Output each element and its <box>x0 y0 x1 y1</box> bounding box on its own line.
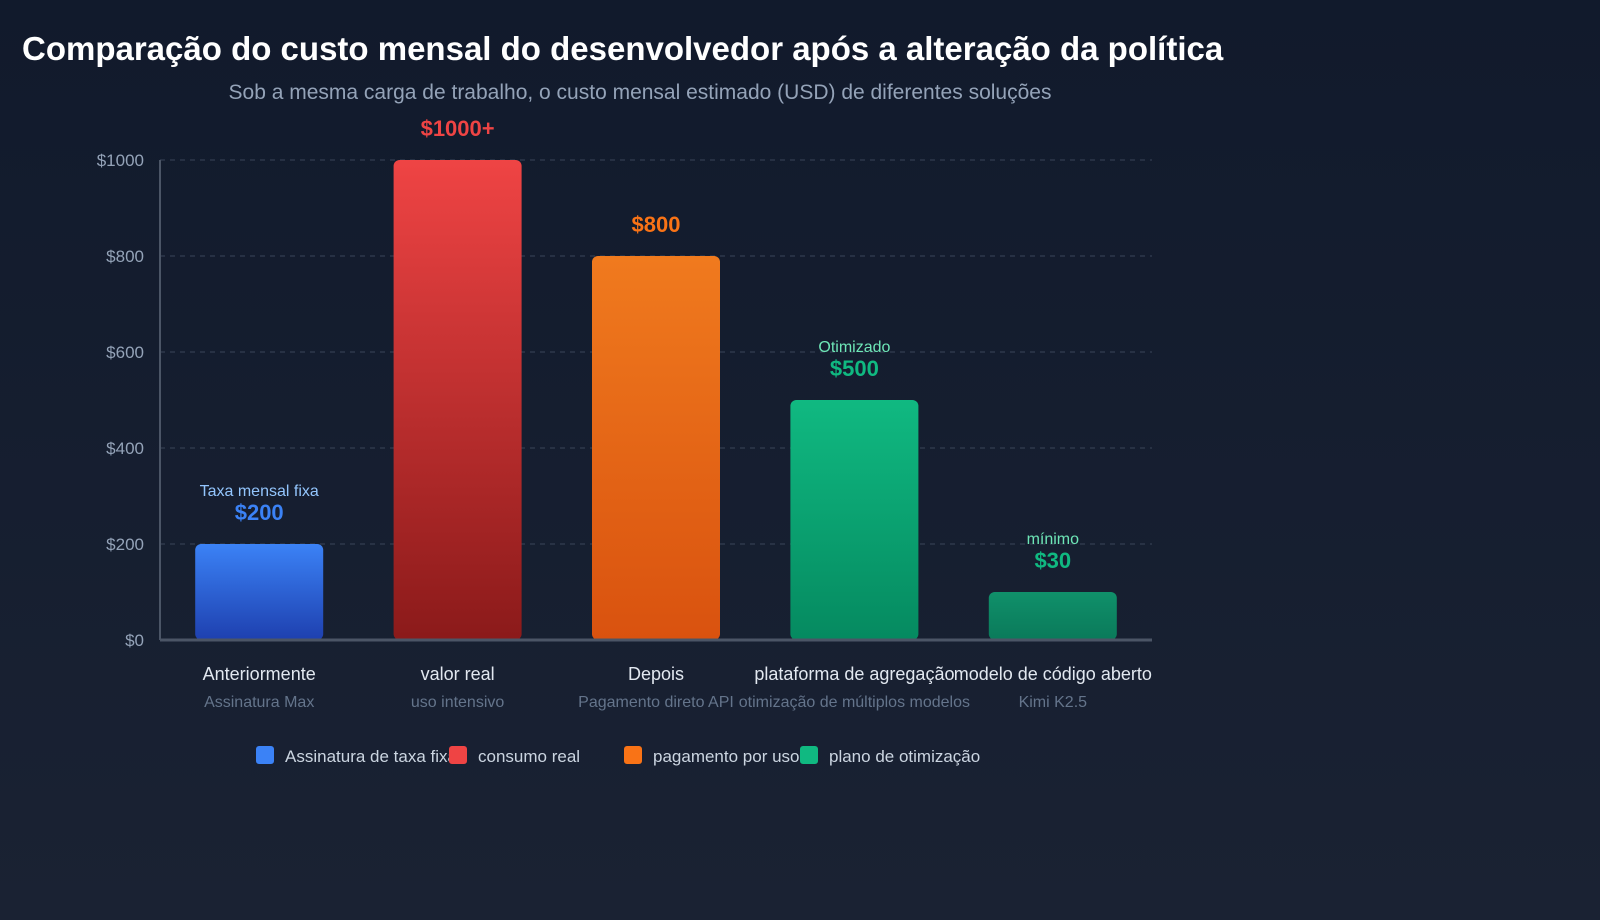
x-category-label: plataforma de agregação <box>754 664 954 684</box>
x-subcategory-label: uso intensivo <box>411 694 504 711</box>
value-label: $30 <box>1034 548 1071 573</box>
legend-item[interactable]: Assinatura de taxa fixa <box>256 746 458 766</box>
value-label: $200 <box>235 500 284 525</box>
chart-subtitle: Sob a mesma carga de trabalho, o custo m… <box>229 81 1052 104</box>
x-category-label: modelo de código aberto <box>954 664 1152 684</box>
bar-annotation: Otimizado <box>818 339 890 356</box>
bar-annotation: Taxa mensal fixa <box>200 483 319 500</box>
x-category-label: valor real <box>421 664 495 684</box>
legend-item[interactable]: plano de otimização <box>800 746 980 766</box>
x-category-label: Anteriormente <box>203 664 316 684</box>
x-subcategory-label: Pagamento direto API <box>578 694 734 711</box>
bar[interactable] <box>988 592 1117 640</box>
legend-swatch <box>800 746 818 764</box>
value-label: $1000+ <box>421 116 495 141</box>
y-tick-label: $800 <box>106 247 144 266</box>
x-subcategory-label: Kimi K2.5 <box>1019 694 1088 711</box>
legend-item[interactable]: consumo real <box>449 746 580 766</box>
y-tick-label: $400 <box>106 439 144 458</box>
y-tick-label: $600 <box>106 343 144 362</box>
legend-swatch <box>256 746 274 764</box>
legend-swatch <box>449 746 467 764</box>
bar[interactable] <box>195 544 324 640</box>
bar[interactable] <box>592 256 720 640</box>
chart-title: Comparação do custo mensal do desenvolve… <box>22 30 1224 67</box>
bar-annotation: mínimo <box>1027 531 1080 548</box>
x-category-label: Depois <box>628 664 684 684</box>
legend-label: plano de otimização <box>829 747 980 766</box>
bar[interactable] <box>393 160 522 640</box>
bar[interactable] <box>790 400 919 640</box>
x-subcategory-label: Assinatura Max <box>204 694 314 711</box>
legend-swatch <box>624 746 642 764</box>
y-tick-label: $0 <box>125 631 144 650</box>
value-label: $500 <box>830 356 879 381</box>
value-label: $800 <box>632 212 681 237</box>
x-subcategory-label: otimização de múltiplos modelos <box>739 694 970 711</box>
y-tick-label: $1000 <box>97 151 144 170</box>
legend-item[interactable]: pagamento por uso <box>624 746 800 766</box>
legend-label: Assinatura de taxa fixa <box>285 747 458 766</box>
y-tick-label: $200 <box>106 535 144 554</box>
legend-label: pagamento por uso <box>653 747 800 766</box>
legend-label: consumo real <box>478 747 580 766</box>
